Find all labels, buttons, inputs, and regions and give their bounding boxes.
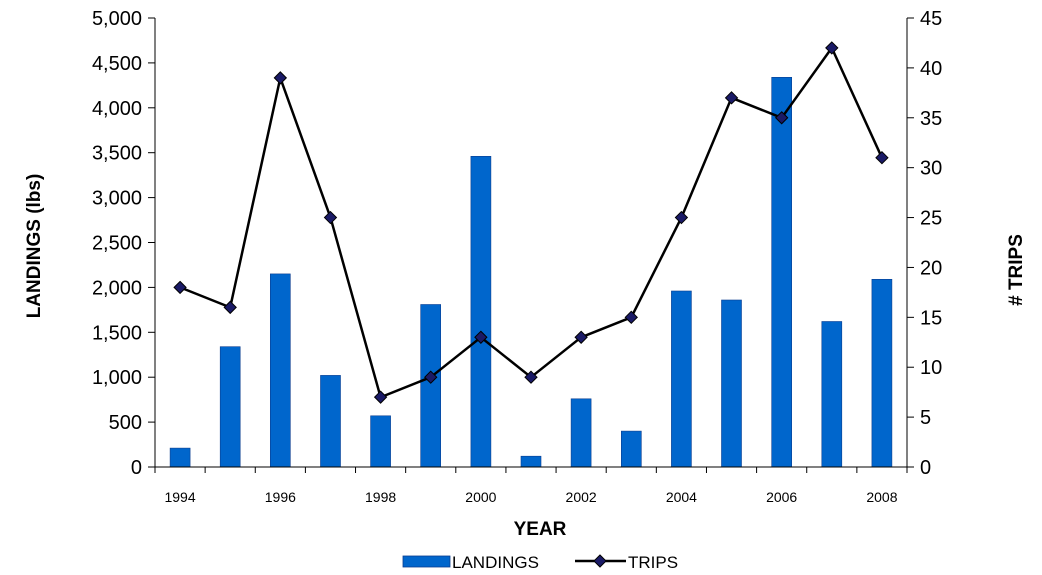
trips-point-1994 <box>173 280 187 295</box>
bar-landings-1994 <box>169 447 191 468</box>
y-tick-left-label: 500 <box>109 412 142 434</box>
x-tick-label: 1994 <box>164 489 195 505</box>
trips-point-2004 <box>674 210 689 225</box>
x-axis-title: YEAR <box>514 519 567 540</box>
trips-point-2008 <box>875 150 889 165</box>
trips-point-1995 <box>223 300 237 315</box>
y-tick-left-label: 4,500 <box>92 53 142 75</box>
bar-landings-2001 <box>520 455 542 468</box>
y-tick-right-label: 20 <box>920 257 942 279</box>
x-tick-label: 2002 <box>566 489 597 505</box>
y-tick-left-label: 0 <box>131 457 142 479</box>
trips-point-1999 <box>424 370 438 384</box>
trips-point-2000 <box>474 330 488 344</box>
trips-line-series <box>173 41 889 404</box>
y-tick-right-label: 25 <box>920 208 942 230</box>
bar-landings-1996 <box>269 273 291 468</box>
legend: LANDINGS TRIPS <box>402 553 678 572</box>
x-tick-label: 2004 <box>666 489 697 505</box>
y-tick-right-label: 45 <box>920 8 942 30</box>
y-tick-right-label: 35 <box>920 108 942 130</box>
x-tick-label: 2000 <box>465 489 496 505</box>
trips-point-1996 <box>273 71 288 85</box>
bar-landings-2007 <box>821 321 843 468</box>
y-tick-right-label: 10 <box>920 357 942 379</box>
axes <box>148 17 914 473</box>
trips-point-1997 <box>323 210 338 225</box>
y-tick-left-label: 1,000 <box>92 367 142 389</box>
landings-bars <box>169 77 893 468</box>
y-tick-left-label: 5,000 <box>92 8 142 30</box>
y-tick-left-label: 3,000 <box>92 188 142 210</box>
trips-point-2007 <box>825 41 839 55</box>
trips-point-2002 <box>574 330 588 344</box>
y-tick-left-label: 1,500 <box>92 322 142 344</box>
legend-landings-label: LANDINGS <box>452 553 539 572</box>
x-tick-label: 2008 <box>866 489 897 505</box>
bar-landings-2005 <box>721 299 742 468</box>
x-tick-label: 2006 <box>766 489 797 505</box>
tick-labels: 0 500 1,000 1,500 2,000 2,500 3,000 3,500 4,000 4… <box>92 8 942 505</box>
y-tick-left-label: 3,500 <box>92 143 142 165</box>
bar-landings-2006 <box>771 77 793 468</box>
y-tick-left-label: 4,000 <box>92 98 142 120</box>
trips-point-2001 <box>524 370 538 384</box>
bar-landings-2008 <box>871 278 893 468</box>
y-tick-left-label: 2,500 <box>92 233 142 255</box>
y-tick-right-label: 30 <box>920 158 942 180</box>
y-axis-title-left: LANDINGS (lbs) <box>24 174 45 319</box>
y-tick-right-label: 5 <box>920 407 931 429</box>
bar-landings-1998 <box>370 415 391 468</box>
bar-landings-2000 <box>470 156 492 468</box>
y-tick-right-label: 15 <box>920 307 942 329</box>
bar-landings-2002 <box>570 398 592 468</box>
x-tick-label: 1998 <box>365 489 396 505</box>
bar-landings-2003 <box>620 430 642 468</box>
y-axis-title-right: # TRIPS <box>1006 234 1027 306</box>
trips-point-2006 <box>774 111 789 125</box>
y-tick-right-label: 40 <box>920 58 942 80</box>
bar-landings-1995 <box>219 346 241 468</box>
trips-point-1998 <box>373 390 388 404</box>
bar-landings-1999 <box>420 304 442 468</box>
trips-point-2003 <box>624 310 638 325</box>
legend-trips-label: TRIPS <box>628 553 678 572</box>
legend-landings-swatch <box>402 555 451 568</box>
legend-trips-marker <box>593 554 607 568</box>
trips-point-2005 <box>724 91 739 105</box>
bar-landings-1997 <box>320 375 341 468</box>
x-tick-label: 1996 <box>265 489 296 505</box>
y-tick-left-label: 2,000 <box>92 277 142 299</box>
bar-landings-2004 <box>671 290 692 468</box>
y-tick-right-label: 0 <box>920 457 931 479</box>
